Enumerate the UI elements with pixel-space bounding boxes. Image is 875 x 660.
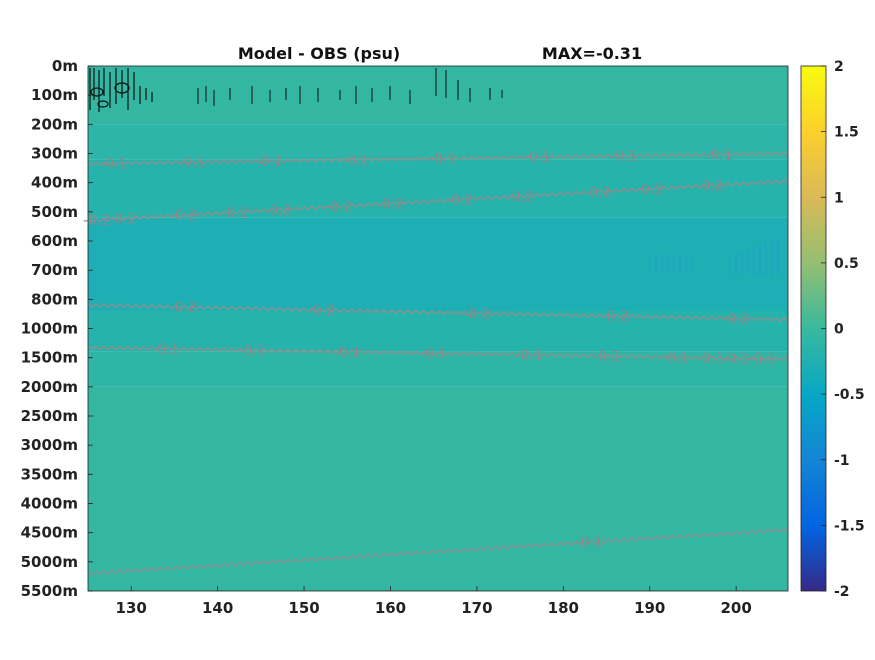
contour-line-4	[87, 527, 789, 576]
contour-label: -0.2	[601, 309, 628, 325]
x-tick-label: 170	[461, 599, 492, 617]
contour-label: -0.2	[169, 208, 196, 224]
contour-label: -0.2	[377, 197, 404, 213]
colorbar-tick-label: 0	[834, 322, 844, 338]
y-tick-label: 200m	[31, 115, 78, 133]
y-tick-label: 1000m	[21, 320, 78, 338]
contour-label: -0.2	[697, 179, 724, 195]
contour-label: -0.1	[515, 348, 542, 364]
band-2	[88, 159, 788, 218]
y-tick-label: 500m	[31, 203, 78, 221]
y-tick-label: 600m	[31, 232, 78, 250]
contour-label: -0.2	[83, 213, 110, 229]
y-tick-label: 400m	[31, 174, 78, 192]
band-6	[88, 386, 788, 591]
contour-label: -0.1	[662, 350, 689, 366]
x-tick-label: 200	[720, 599, 751, 617]
x-axis-ticks: 130 140 150 160 170 180 190 200	[116, 586, 752, 617]
contour-label: -0.2	[264, 203, 291, 219]
colorbar-tick-label: 0.5	[834, 256, 859, 272]
y-tick-label: 2500m	[21, 407, 78, 425]
colorbar-tick-label: -2	[834, 584, 850, 600]
contour-label: -0.1	[610, 149, 637, 165]
y-tick-label: 100m	[31, 86, 78, 104]
contour-label: -0.2	[221, 205, 248, 221]
band-5	[88, 351, 788, 387]
contour-label: -0.1	[524, 150, 551, 166]
chart-title: Model - OBS (psu)	[238, 44, 400, 63]
contour-label: -0.2	[446, 193, 473, 209]
contour-label: -0.1	[152, 342, 179, 358]
contour-label: -0.1	[239, 343, 266, 359]
contour-label: -0.1	[722, 351, 749, 367]
x-tick-label: 160	[375, 599, 406, 617]
x-tick-label: 140	[202, 599, 233, 617]
contour-label: -0.1	[100, 156, 127, 172]
contour-lines: -0.1 -0.1 -0.1 -0.1 -0.1 -0.1 -0.1 -0.1-0.2-0.2…	[83, 148, 789, 576]
y-tick-label: 5000m	[21, 553, 78, 571]
contour-label: -0.1	[697, 351, 724, 367]
colorbar-tick-label: 1	[834, 190, 844, 206]
contour-line-1	[87, 179, 789, 223]
colorbar-tick-label: -0.5	[834, 387, 865, 403]
y-tick-label: 4500m	[21, 524, 78, 542]
contour-label: -0.1	[705, 148, 732, 164]
contour-line-3	[87, 345, 789, 362]
x-tick-label: 180	[548, 599, 579, 617]
contour-label: -0.2	[169, 300, 196, 316]
max-value-label: MAX=-0.31	[542, 44, 642, 63]
y-tick-label: 4000m	[21, 495, 78, 513]
y-tick-label: 0m	[52, 57, 78, 75]
contour-label: -0.2	[109, 212, 136, 228]
y-tick-label: 3000m	[21, 436, 78, 454]
contour-line-0	[87, 151, 789, 167]
y-tick-label: 5500m	[21, 582, 78, 600]
contour-label: -0.1	[748, 352, 775, 368]
contour-label: -0.2	[636, 182, 663, 198]
x-tick-label: 150	[288, 599, 319, 617]
colorbar-tick-label: -1	[834, 453, 850, 469]
contour-label: -0.2	[584, 185, 611, 201]
band-0	[88, 66, 788, 125]
x-tick-label: 190	[634, 599, 665, 617]
colorbar-tick-label: 1.5	[834, 125, 859, 141]
contour-label: -0.1	[342, 153, 369, 169]
contour-label: -0.2	[308, 303, 335, 319]
heatmap-bands	[88, 66, 788, 591]
contour-label: -0.2	[506, 189, 533, 205]
surface-noise-contours	[89, 68, 779, 276]
y-tick-label: 800m	[31, 290, 78, 308]
contour-label: -0.1	[593, 349, 620, 365]
colorbar-tick-label: -1.5	[834, 518, 865, 534]
contour-label: -0.1	[334, 345, 361, 361]
contour-label: -0.2	[325, 199, 352, 215]
contour-label: -0.1	[429, 152, 456, 168]
y-axis-ticks: 0m 100m 200m 300m 400m 500m 600m 700m 800m 1000m 1…	[21, 57, 93, 600]
contour-label: -0.2	[722, 312, 749, 328]
x-tick-label: 130	[116, 599, 147, 617]
band-3	[88, 217, 788, 311]
contour-label: -0.1	[256, 154, 283, 170]
band-4	[88, 311, 788, 352]
contour-label: -0.1	[178, 155, 205, 171]
contour-label: -0.1	[420, 346, 447, 362]
colorbar-tick-label: 2	[834, 59, 844, 75]
colorbar-ticks: 2 1.5 1 0.5 0 -0.5 -1 -1.5 -2	[821, 59, 865, 600]
contour-line-2	[87, 302, 789, 322]
y-tick-label: 3500m	[21, 465, 78, 483]
y-tick-label: 1500m	[21, 349, 78, 367]
contour-label: -0.1	[576, 535, 603, 551]
y-tick-label: 300m	[31, 145, 78, 163]
contour-label: -0.2	[463, 306, 490, 322]
y-tick-label: 700m	[31, 261, 78, 279]
y-tick-label: 2000m	[21, 378, 78, 396]
